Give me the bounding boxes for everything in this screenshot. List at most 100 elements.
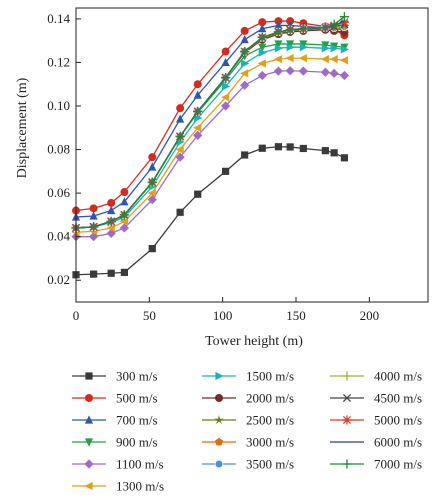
y-tick-label: 0.08 [47,142,70,157]
data-point [147,177,157,187]
data-point [194,113,203,123]
data-point [258,43,267,52]
legend-label: 3500 m/s [246,457,294,472]
axes: 0 50 100 150 200 0.02 0.04 0.06 0.08 0.10 0.12 0.14 [47,7,429,323]
data-point [175,131,185,142]
y-axis-title: Displacement (m) [15,77,30,178]
data-point [120,197,129,206]
data-point [176,114,185,123]
series-line [75,20,345,229]
data-point [106,223,115,233]
data-point [258,24,267,33]
legend-marker [342,459,352,469]
series-line [76,70,345,238]
legend-marker [84,481,93,491]
data-point [320,23,330,33]
series-2 [71,20,349,221]
legend-label: 5000 m/s [374,413,422,428]
data-point [148,245,156,253]
data-point [257,59,266,68]
data-point [274,143,282,151]
legend-marker [342,393,352,403]
legend-item: 5000 m/s [330,413,422,428]
data-point [257,70,267,81]
data-point [274,40,283,49]
data-point [299,43,308,52]
series-0 [72,143,348,279]
data-point [258,48,267,57]
data-point [298,53,307,63]
x-tick-label: 200 [360,308,380,323]
data-point [339,56,348,65]
data-point [193,123,202,132]
series-line [75,16,345,229]
data-point [119,210,129,220]
data-point [148,162,157,171]
legend-marker [84,415,94,424]
data-point [240,26,249,35]
data-point [194,190,202,198]
data-point [330,149,338,157]
data-point [120,268,128,276]
data-point [107,269,115,277]
data-point [176,208,184,216]
plot-frame [75,7,429,303]
series-line [75,20,345,212]
legend: 300 m/s 500 m/s 700 m/s 900 m/s 1100 m/s 1300… [72,369,422,494]
data-point [147,189,156,198]
data-point [240,34,249,44]
legend-marker [215,437,223,446]
data-point [285,66,295,76]
legend-marker [84,459,94,469]
legend-item: 500 m/s [72,391,158,406]
data-point [273,66,283,76]
data-point [90,270,98,278]
data-point [120,188,129,197]
data-point [329,68,339,78]
x-axis-title: Tower height (m) [205,334,303,349]
x-tick-label: 150 [286,308,306,323]
data-point [299,40,308,49]
legend-marker [84,438,94,447]
legend-label: 3000 m/s [246,435,294,450]
data-point [89,204,98,213]
x-tick-label: 50 [143,308,156,323]
data-point [193,130,203,140]
legend-label: 500 m/s [116,391,158,406]
legend-item: 1100 m/s [72,457,164,472]
data-point [176,104,185,113]
data-point [321,41,330,50]
legend-item: 7000 m/s [330,457,422,472]
data-point [298,24,308,34]
legend-marker [85,372,93,380]
data-point [148,153,157,162]
data-point [286,43,295,52]
legend-item: 1500 m/s [202,369,294,384]
data-point [339,17,349,27]
data-point [240,80,250,90]
data-point [320,67,330,77]
legend-marker [342,371,352,381]
data-point [285,53,294,63]
legend-label: 4500 m/s [374,391,422,406]
data-point [147,195,157,205]
data-point [258,18,267,27]
legend-marker [214,459,224,469]
data-point [329,19,339,29]
data-point [175,152,185,162]
y-tick-label: 0.10 [47,98,70,113]
data-point [339,70,349,81]
data-point [241,59,250,68]
legend-label: 1100 m/s [116,457,164,472]
x-tick-label: 0 [73,308,80,323]
data-point [320,55,329,64]
legend-label: 2000 m/s [246,391,294,406]
data-point [119,223,129,233]
legend-item: 4000 m/s [330,369,422,384]
data-point [193,90,202,99]
data-point [89,211,98,220]
data-point [298,66,308,76]
data-point [89,222,99,232]
series-line [75,24,345,218]
